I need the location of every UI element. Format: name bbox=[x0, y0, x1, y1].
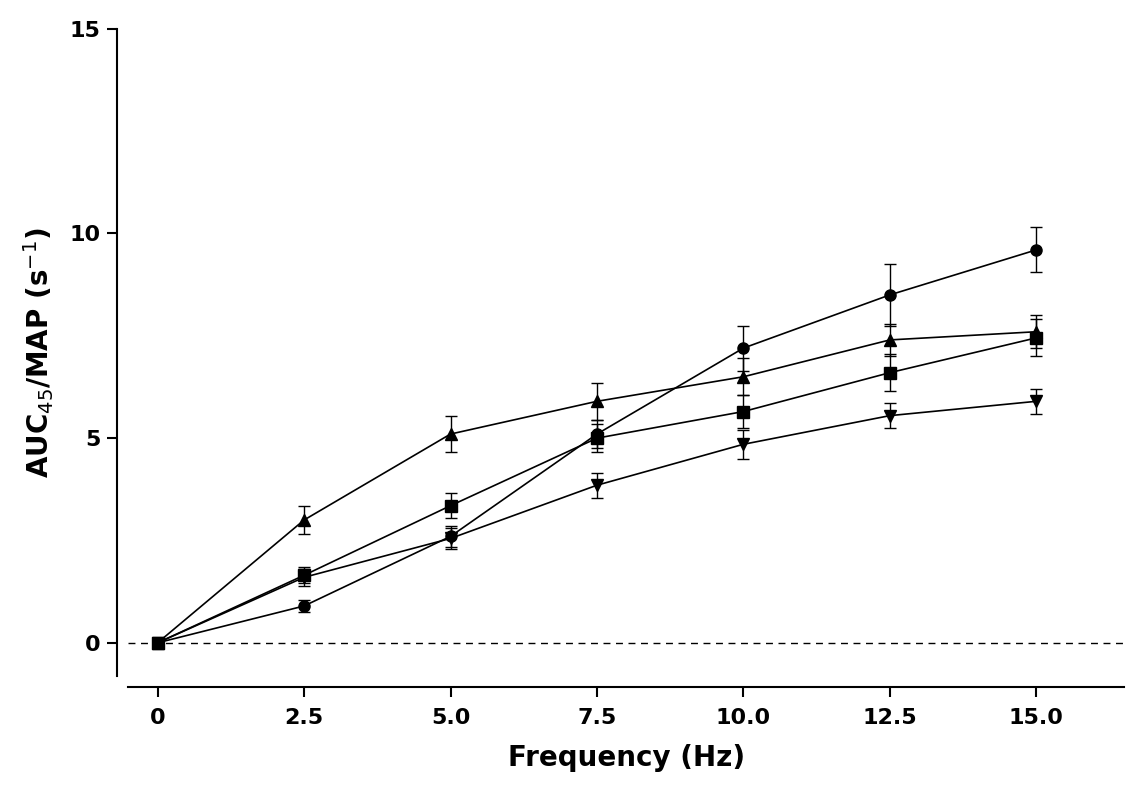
Y-axis label: AUC$_{45}$/MAP (s$^{-1}$): AUC$_{45}$/MAP (s$^{-1}$) bbox=[21, 227, 56, 477]
X-axis label: Frequency (Hz): Frequency (Hz) bbox=[507, 744, 744, 772]
